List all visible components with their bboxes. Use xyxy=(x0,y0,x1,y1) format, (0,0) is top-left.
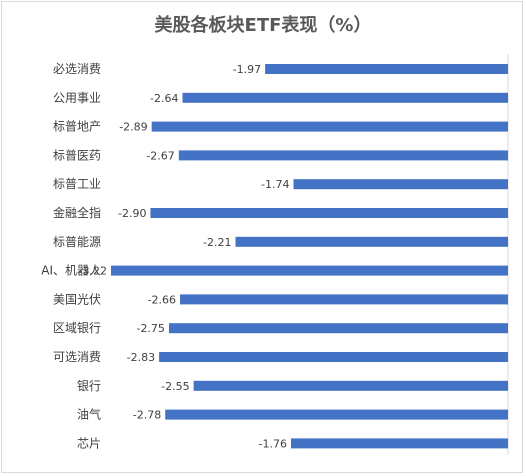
category-label: 必选消费 xyxy=(53,62,101,76)
bar xyxy=(182,92,508,103)
category-label: 公用事业 xyxy=(53,91,101,105)
category-label: 金融全指 xyxy=(53,205,101,220)
data-label: -2.89 xyxy=(119,121,147,134)
data-label: -2.66 xyxy=(148,293,176,306)
data-label: -2.90 xyxy=(118,207,146,220)
category-label: 标普工业 xyxy=(53,177,101,191)
category-label: 标普能源 xyxy=(53,235,101,249)
data-label: -2.67 xyxy=(146,149,174,162)
bar xyxy=(193,380,508,391)
bar xyxy=(265,64,508,74)
bar xyxy=(151,121,508,132)
data-label: -1.74 xyxy=(261,178,289,191)
bar xyxy=(180,294,509,305)
bar xyxy=(165,409,508,420)
category-label: 美国光伏 xyxy=(53,292,101,306)
category-label: 区域银行 xyxy=(53,321,101,335)
bar xyxy=(111,265,508,276)
data-label: -3.22 xyxy=(79,265,107,278)
category-label: 芯片 xyxy=(77,436,101,450)
data-label: -2.64 xyxy=(150,92,178,105)
data-label: -2.55 xyxy=(161,380,189,393)
data-label: -2.78 xyxy=(133,409,161,422)
bar xyxy=(168,323,508,334)
chart-title: 美股各板块ETF表现（%） xyxy=(154,15,372,36)
bar xyxy=(235,236,508,247)
category-label: 标普地产 xyxy=(53,120,101,134)
category-label: 标普医药 xyxy=(53,148,101,162)
data-label: -2.83 xyxy=(127,351,155,364)
data-label: -2.75 xyxy=(136,322,164,335)
bar xyxy=(178,150,509,161)
bar xyxy=(159,352,508,362)
data-label: -2.21 xyxy=(203,236,231,249)
category-label: AI、机器人 xyxy=(41,264,101,278)
category-label: 油气 xyxy=(77,407,101,422)
bar xyxy=(150,208,508,218)
data-label: -1.76 xyxy=(259,437,287,450)
bar xyxy=(291,438,508,449)
category-label: 银行 xyxy=(77,379,101,393)
bar xyxy=(293,179,508,190)
category-label: 可选消费 xyxy=(53,350,101,364)
data-label: -1.97 xyxy=(233,63,261,76)
